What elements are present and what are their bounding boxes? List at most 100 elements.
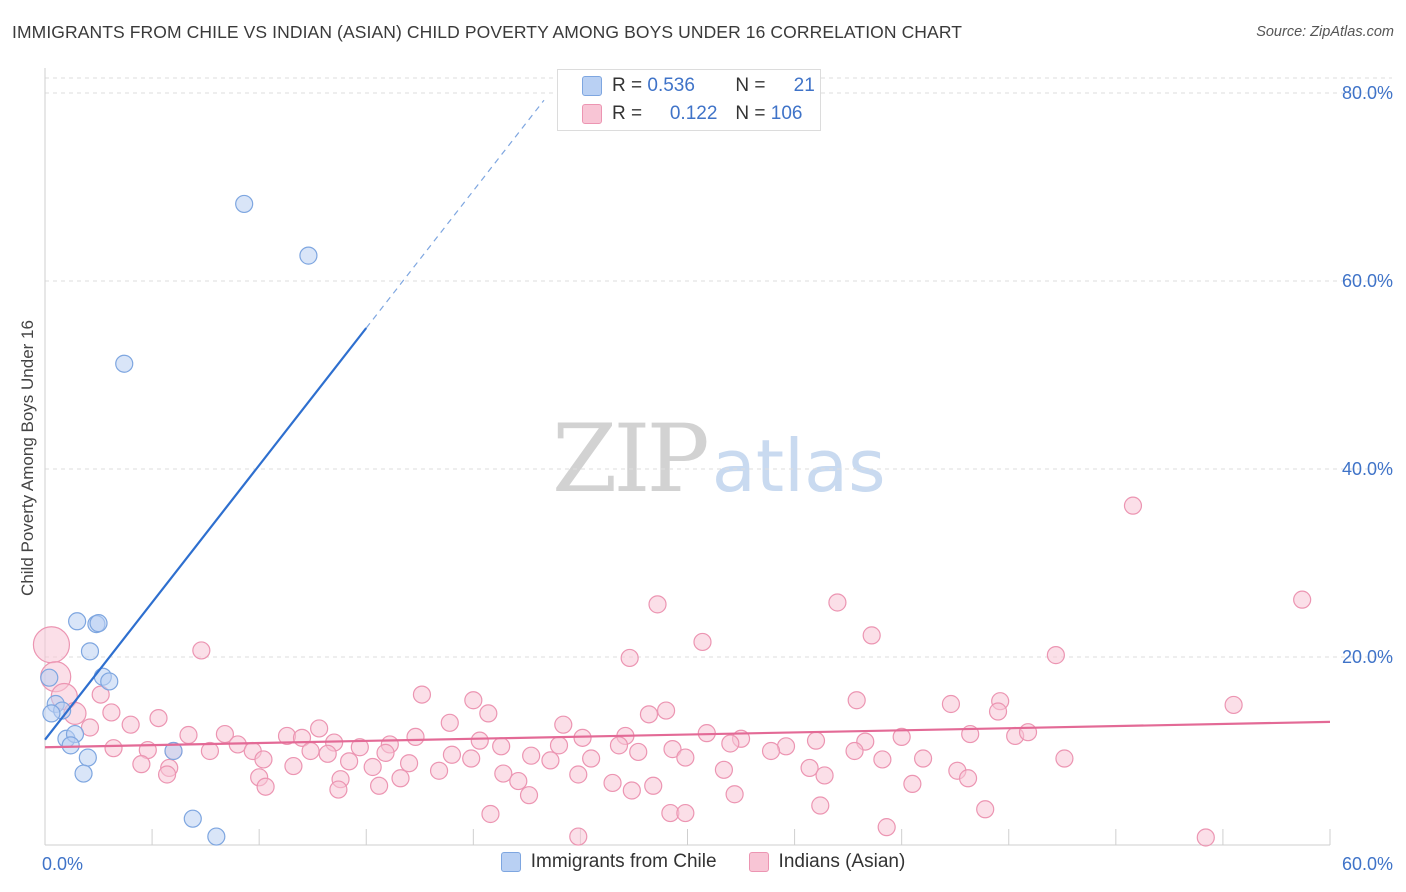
indian-point (721, 734, 740, 753)
indian-swatch (748, 852, 769, 872)
indian-point (429, 761, 449, 780)
r-value: 0.122 (669, 103, 718, 124)
indian-swatch (582, 104, 602, 124)
indian-point (256, 777, 275, 796)
legend-label: Immigrants from Chile (530, 851, 717, 872)
indian-point (676, 748, 695, 767)
indian-point (102, 703, 121, 722)
indian-point (479, 704, 498, 723)
chile-point (80, 642, 100, 661)
indian-point (648, 595, 667, 614)
indian-point (620, 648, 639, 668)
indian-point (391, 769, 410, 788)
indian-point (470, 731, 489, 750)
indian-point (1196, 828, 1215, 847)
indian-point (310, 719, 329, 738)
correlation-legend: R = 0.536 N = 21 R = 0.122 N = 106 (557, 69, 821, 131)
indian-point (913, 749, 933, 768)
indian-point (903, 774, 922, 794)
chile-point (183, 809, 202, 828)
chile-point (115, 354, 134, 373)
indian-point (412, 685, 432, 704)
indian-point (32, 626, 71, 664)
indian-point (828, 593, 847, 612)
indian-point (806, 731, 826, 750)
x-tick-label: 60.0% (1342, 854, 1393, 874)
indian-point (976, 800, 995, 819)
indian-point (892, 727, 911, 747)
indian-point (554, 715, 573, 734)
r-value: 0.536 (647, 75, 695, 96)
chile-point (207, 827, 226, 846)
chile-point (299, 246, 318, 265)
indian-point (582, 749, 601, 768)
y-tick-label: 20.0% (1342, 647, 1393, 667)
chile-trendline (44, 327, 368, 741)
chile-swatch (500, 852, 521, 872)
chile-point (61, 736, 80, 755)
indian-point (200, 741, 220, 761)
indian-point (877, 818, 896, 837)
indian-point (873, 750, 892, 769)
n-value: 106 (770, 103, 803, 124)
indian-point (663, 740, 682, 759)
indian-point (132, 755, 151, 774)
indian-point (958, 769, 978, 788)
indian-point (121, 715, 140, 734)
indian-point (1018, 723, 1038, 742)
chile-point (78, 748, 97, 767)
indian-point (519, 786, 539, 805)
indian-point (845, 741, 864, 761)
indian-point (442, 745, 462, 764)
chart-source: Source: ZipAtlas.com (1256, 24, 1394, 40)
indian-point (815, 766, 834, 785)
indian-point (629, 742, 648, 762)
indian-point (363, 757, 382, 777)
indian-point (811, 796, 830, 815)
indian-point (318, 744, 337, 763)
y-axis-title: Child Poverty Among Boys Under 16 (18, 320, 37, 596)
indian-point (609, 736, 629, 755)
indian-point (549, 736, 569, 755)
indian-point (464, 691, 483, 710)
indian-point (714, 760, 734, 779)
indian-point (693, 632, 712, 652)
n-label: N = (735, 75, 766, 96)
indian-point (370, 776, 389, 795)
indian-point (847, 691, 866, 710)
chile-point (100, 672, 119, 691)
indian-point (91, 685, 110, 704)
indian-point (350, 738, 369, 757)
chile-point (40, 668, 59, 687)
indian-point (179, 725, 198, 745)
legend-item-chile: Immigrants from Chile (500, 851, 717, 873)
indian-point (340, 752, 359, 771)
indian-point (603, 773, 622, 793)
series-legend: Immigrants from Chile Indians (Asian) (0, 851, 1406, 873)
y-tick-label: 40.0% (1342, 459, 1393, 479)
indian-point (988, 702, 1008, 721)
y-tick-label: 80.0% (1342, 83, 1393, 103)
r-label: R = (612, 75, 643, 96)
indian-point (541, 751, 560, 770)
indian-point (862, 626, 881, 645)
indian-point (639, 705, 659, 724)
stats-row-indian: R = 0.122 N = 106 (582, 102, 815, 126)
indian-point (284, 756, 303, 776)
chile-point (164, 741, 183, 761)
indian-point (1055, 749, 1074, 768)
indian-point (215, 724, 234, 744)
indian-point (254, 750, 273, 769)
legend-label: Indians (Asian) (778, 851, 906, 872)
chile-point (42, 704, 61, 723)
legend-item-indian: Indians (Asian) (748, 851, 906, 873)
r-label: R = (612, 103, 643, 124)
indian-point (492, 737, 511, 756)
indian-point (676, 803, 695, 823)
indian-point (656, 701, 676, 720)
indian-point (1293, 590, 1312, 609)
indian-point (522, 746, 541, 765)
indian-point (800, 758, 819, 778)
indian-point (157, 765, 177, 784)
